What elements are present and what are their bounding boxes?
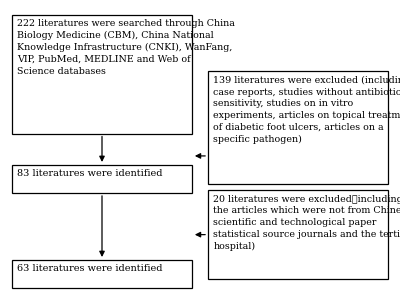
Text: 20 literatures were excluded（including
the articles which were not from Chinese
: 20 literatures were excluded（including t… bbox=[213, 195, 400, 251]
Bar bbox=[12, 260, 192, 288]
Text: 139 literatures were excluded (including
case reports, studies without antibioti: 139 literatures were excluded (including… bbox=[213, 76, 400, 144]
Text: 222 literatures were searched through China
Biology Medicine (CBM), China Nation: 222 literatures were searched through Ch… bbox=[17, 19, 235, 76]
Bar bbox=[12, 15, 192, 134]
Bar bbox=[12, 165, 192, 193]
Bar bbox=[208, 190, 388, 279]
Text: 63 literatures were identified: 63 literatures were identified bbox=[17, 264, 163, 273]
Text: 83 literatures were identified: 83 literatures were identified bbox=[17, 169, 163, 178]
Bar bbox=[208, 71, 388, 184]
